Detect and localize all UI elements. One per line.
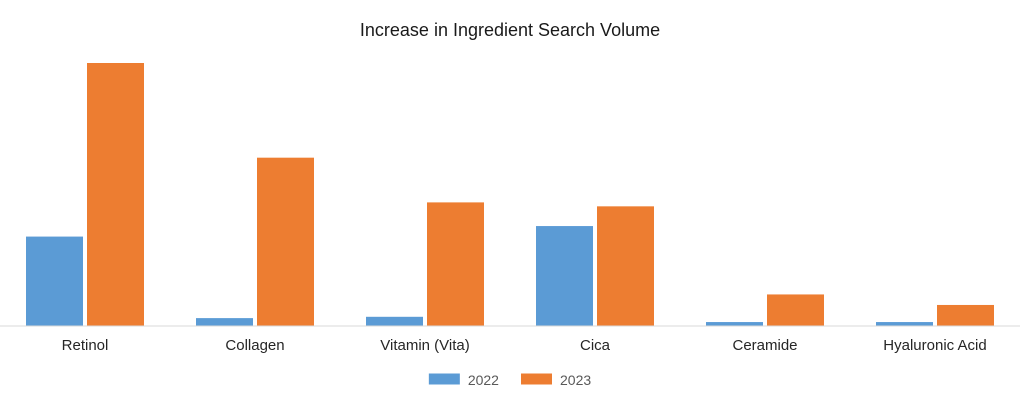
- bar-2023-retinol: [87, 63, 144, 326]
- legend-label-2022: 2022: [468, 372, 499, 388]
- bar-2023-vitamin-vita-: [427, 202, 484, 326]
- x-tick-label: Hyaluronic Acid: [883, 337, 986, 354]
- bar-2023-hyaluronic-acid: [937, 304, 994, 326]
- bar-2023-ceramide: [767, 294, 824, 326]
- x-tick-label: Vitamin (Vita): [380, 337, 469, 354]
- bars-layer: [26, 63, 994, 327]
- legend-swatch-2023: [521, 373, 552, 385]
- bar-2022-hyaluronic-acid: [876, 322, 933, 326]
- legend-swatch-2022: [428, 373, 460, 385]
- chart-title: Increase in Ingredient Search Volume: [360, 20, 660, 40]
- x-tick-label: Collagen: [225, 337, 284, 354]
- bar-2022-retinol: [26, 236, 83, 326]
- legend-label-2023: 2023: [560, 372, 591, 388]
- bar-2023-collagen: [257, 157, 314, 326]
- legend: 2022 2023: [428, 372, 591, 388]
- bar-2022-collagen: [196, 318, 253, 326]
- x-tick-label: Cica: [580, 337, 611, 354]
- x-tick-label: Ceramide: [732, 337, 797, 354]
- bar-2022-cica: [536, 226, 593, 326]
- bar-2022-ceramide: [706, 322, 763, 326]
- bar-2022-vitamin-vita-: [366, 316, 423, 327]
- x-tick-labels: Retinol Collagen Vitamin (Vita) Cica Ceramid…: [62, 337, 987, 354]
- bar-2023-cica: [597, 206, 654, 326]
- x-tick-label: Retinol: [62, 337, 109, 354]
